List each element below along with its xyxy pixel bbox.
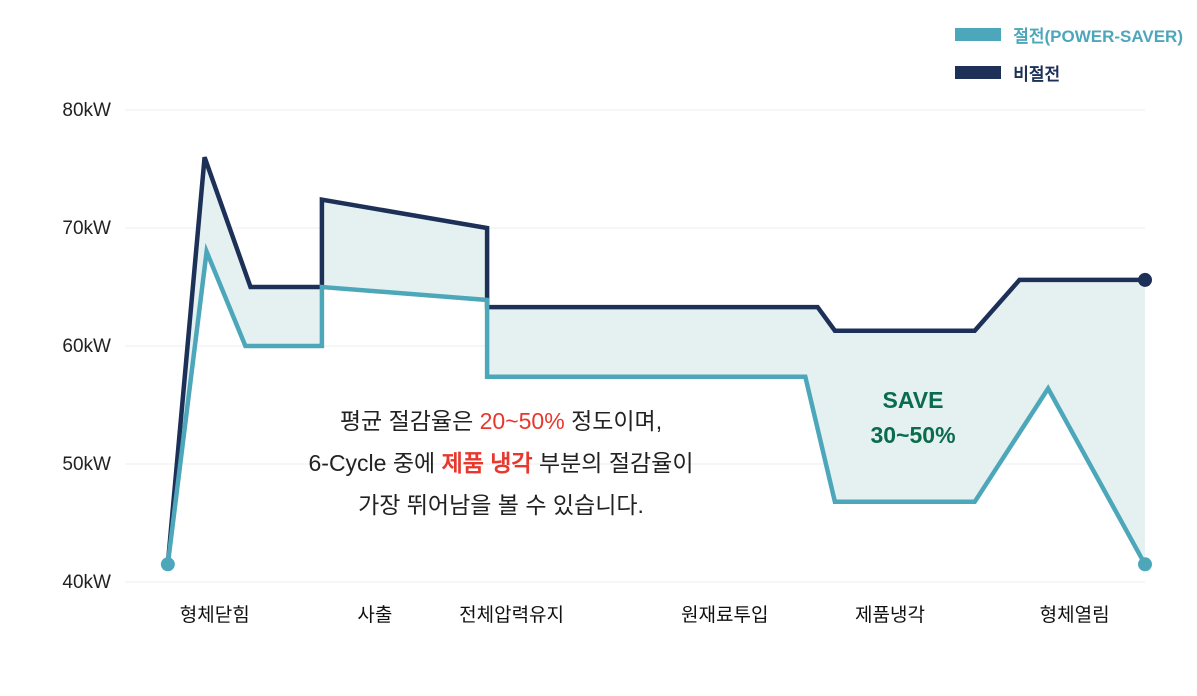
svg-text:60kW: 60kW — [62, 336, 111, 357]
legend-label-non-saver: 비절전 — [1013, 65, 1061, 84]
svg-text:제품냉각: 제품냉각 — [855, 604, 925, 626]
svg-text:형체열림: 형체열림 — [1040, 604, 1110, 626]
annotation-text: 6-Cycle 중에 — [308, 450, 442, 476]
legend: 절전(POWER-SAVER) 비절전 — [955, 22, 1183, 85]
annotation-highlight-cooling: 제품 냉각 — [441, 450, 533, 476]
chart-annotation: 평균 절감율은 20~50% 정도이며, 6-Cycle 중에 제품 냉각 부분… — [283, 400, 719, 526]
svg-text:형체닫힘: 형체닫힘 — [180, 604, 250, 626]
annotation-line-1: 평균 절감율은 20~50% 정도이며, — [283, 400, 719, 442]
legend-swatch-power-saver — [955, 28, 1002, 41]
annotation-text: 정도이며, — [564, 408, 663, 434]
svg-text:80kW: 80kW — [62, 100, 111, 121]
save-annotation: SAVE 30~50% — [843, 383, 983, 453]
legend-swatch-non-saver — [955, 66, 1002, 79]
svg-text:70kW: 70kW — [62, 218, 111, 239]
annotation-highlight-percent: 20~50% — [479, 408, 565, 434]
legend-item-non-saver: 비절전 — [955, 60, 1183, 85]
annotation-text: 부분의 절감율이 — [532, 450, 694, 476]
annotation-text: 평균 절감율은 — [339, 408, 480, 434]
legend-item-power-saver: 절전(POWER-SAVER) — [955, 22, 1183, 47]
legend-label-power-saver: 절전(POWER-SAVER) — [1013, 27, 1183, 46]
save-annotation-line-2: 30~50% — [870, 422, 956, 448]
annotation-text: 가장 뛰어남을 볼 수 있습니다. — [358, 492, 644, 518]
svg-text:전체압력유지: 전체압력유지 — [459, 604, 564, 626]
annotation-line-2: 6-Cycle 중에 제품 냉각 부분의 절감율이 — [283, 442, 719, 484]
svg-text:원재료투입: 원재료투입 — [681, 604, 768, 626]
annotation-line-3: 가장 뛰어남을 볼 수 있습니다. — [283, 484, 719, 526]
svg-text:40kW: 40kW — [62, 572, 111, 593]
save-annotation-line-1: SAVE — [882, 387, 944, 413]
svg-text:50kW: 50kW — [62, 454, 111, 475]
svg-text:사출: 사출 — [357, 604, 392, 626]
